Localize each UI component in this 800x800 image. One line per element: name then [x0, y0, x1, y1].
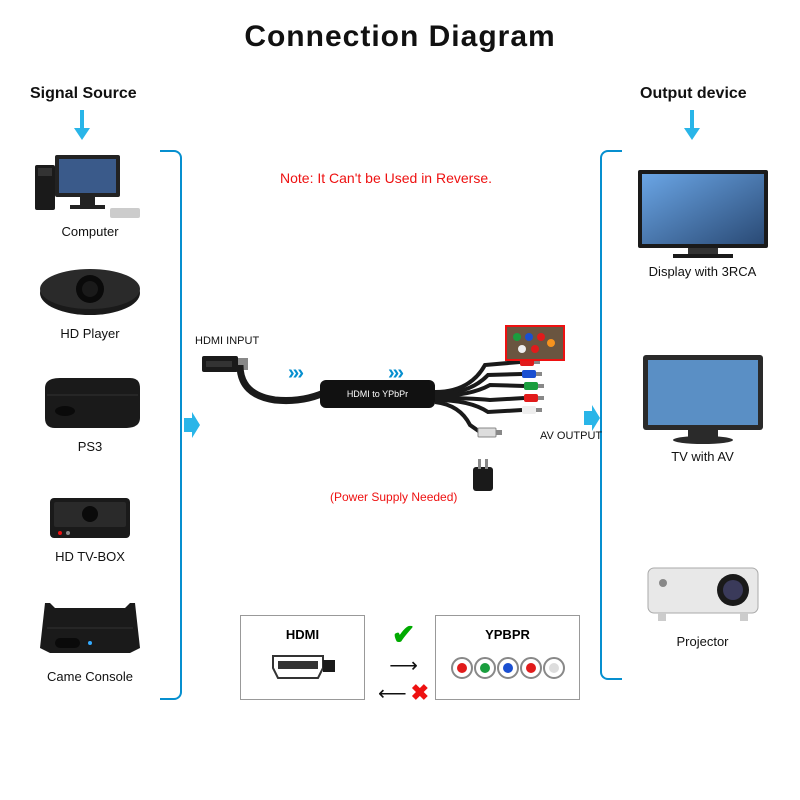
device-label: Projector [625, 634, 780, 649]
device-tvbox: HD TV-BOX [25, 480, 155, 564]
arrow-right-icon [182, 412, 200, 443]
arrow-left-icon: ⟵ [378, 681, 407, 706]
page-title: Connection Diagram [0, 0, 800, 54]
header-output: Output device [640, 85, 747, 103]
hdmi-plug-icon [268, 648, 338, 688]
converter-label: HDMI to YPbPr [347, 389, 408, 399]
device-console: Came Console [25, 595, 155, 684]
cross-icon: ✖ [411, 680, 429, 706]
power-plug-icon [468, 455, 498, 500]
device-label: TV with AV [625, 449, 780, 464]
direction-indicator: ✔ ⟶ ⟵ ✖ [378, 618, 429, 706]
device-hdplayer: HD Player [25, 262, 155, 341]
device-tv-av: TV with AV [625, 345, 780, 464]
ypbpr-box: YPBPR [435, 615, 580, 700]
rca-jacks-icon [448, 648, 568, 688]
right-bracket [600, 150, 622, 680]
device-label: Came Console [25, 669, 155, 684]
ypbpr-box-label: YPBPR [485, 627, 530, 642]
device-label: HD TV-BOX [25, 549, 155, 564]
device-computer: Computer [25, 150, 155, 239]
hdmi-box: HDMI [240, 615, 365, 700]
device-label: HD Player [25, 326, 155, 341]
hdmi-box-label: HDMI [286, 627, 319, 642]
arrow-down-icon [680, 108, 704, 142]
header-source: Signal Source [30, 85, 137, 103]
converter-box: HDMI to YPbPr [320, 380, 435, 408]
device-label: PS3 [25, 439, 155, 454]
device-label: Display with 3RCA [625, 264, 780, 279]
left-bracket [160, 150, 182, 700]
warning-note: Note: It Can't be Used in Reverse. [280, 170, 492, 186]
device-label: Computer [25, 224, 155, 239]
arrow-right-icon: ⟶ [389, 653, 418, 678]
hdmi-input-label: HDMI INPUT [195, 335, 259, 347]
check-icon: ✔ [392, 618, 415, 651]
arrow-down-icon [70, 108, 94, 142]
arrow-right-icon [582, 405, 600, 436]
device-projector: Projector [625, 540, 780, 649]
port-thumbnail [505, 325, 565, 361]
chevrons-right-icon: ››› [288, 362, 302, 385]
device-display-3rca: Display with 3RCA [625, 165, 780, 279]
device-ps3: PS3 [25, 370, 155, 454]
power-supply-label: (Power Supply Needed) [330, 490, 457, 504]
